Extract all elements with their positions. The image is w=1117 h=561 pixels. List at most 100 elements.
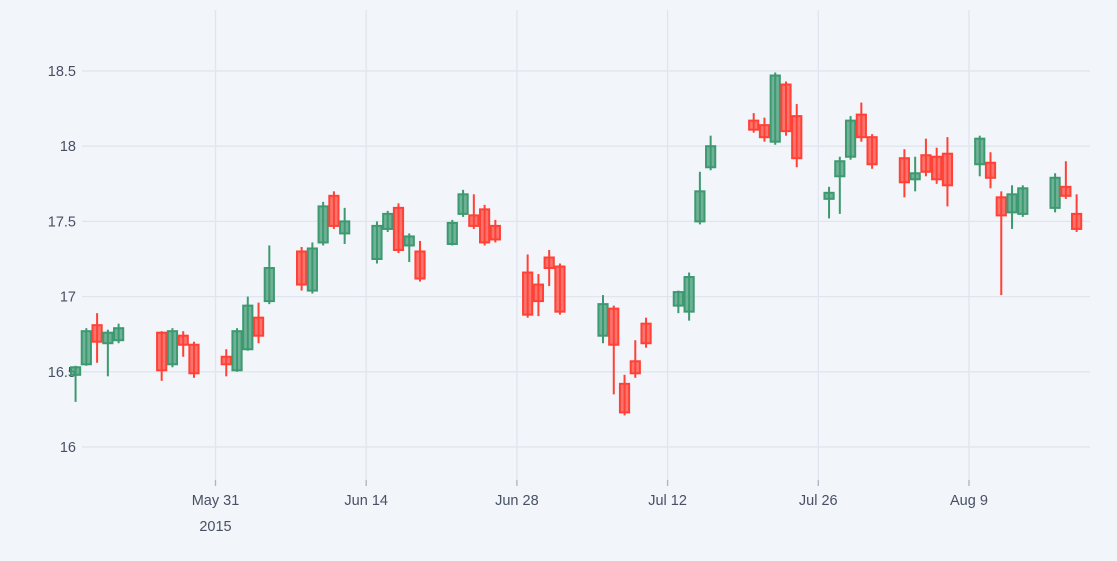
candle-2015-07-06 bbox=[597, 295, 609, 344]
candle-body bbox=[532, 283, 545, 303]
candle-2015-08-06 bbox=[931, 147, 943, 184]
candle-body bbox=[242, 304, 254, 351]
candle-2015-05-29 bbox=[188, 341, 200, 378]
candle-body bbox=[780, 83, 792, 133]
candle-body bbox=[1006, 193, 1018, 214]
candle-body bbox=[597, 303, 609, 337]
candle-2015-08-14 bbox=[1017, 185, 1029, 217]
candle-body bbox=[296, 250, 308, 286]
candle-body bbox=[328, 194, 340, 227]
candle-body bbox=[995, 196, 1007, 217]
candle-2015-08-10 bbox=[974, 135, 986, 177]
candle-2015-05-18 bbox=[69, 365, 82, 402]
candle-2015-07-01 bbox=[543, 249, 555, 287]
candle-2015-06-10 bbox=[317, 201, 329, 246]
candle-body bbox=[156, 331, 168, 372]
candle-2015-05-26 bbox=[156, 331, 168, 381]
candle-body bbox=[263, 267, 275, 303]
candle-body bbox=[554, 265, 566, 313]
candle-2015-05-22 bbox=[113, 323, 125, 344]
candle-body bbox=[177, 334, 189, 346]
candle-2015-06-23 bbox=[457, 189, 469, 217]
candle-body bbox=[457, 193, 469, 215]
candle-body bbox=[91, 324, 103, 343]
candle-body bbox=[1060, 185, 1072, 197]
candle-2015-06-15 bbox=[371, 221, 383, 264]
candle-body bbox=[898, 157, 910, 184]
candle-body bbox=[306, 247, 318, 292]
y-axis-tick-label: 18.5 bbox=[48, 64, 76, 80]
candle-2015-07-16 bbox=[705, 135, 717, 171]
candle-2015-07-22 bbox=[769, 72, 781, 145]
candle-2015-05-28 bbox=[177, 331, 189, 357]
candle-body bbox=[188, 343, 200, 375]
candle-body bbox=[920, 154, 932, 173]
candle-body bbox=[941, 152, 954, 187]
candle-body bbox=[705, 145, 717, 169]
candle-body bbox=[468, 214, 480, 227]
candle-body bbox=[446, 221, 458, 245]
candle-body bbox=[543, 256, 555, 270]
candle-body bbox=[69, 366, 82, 376]
candle-2015-06-24 bbox=[468, 194, 480, 229]
candle-2015-07-08 bbox=[618, 374, 631, 416]
candle-2015-07-10 bbox=[640, 317, 652, 348]
candle-2015-08-13 bbox=[1006, 185, 1018, 229]
candle-2015-07-28 bbox=[834, 156, 846, 214]
candle-body bbox=[102, 331, 114, 345]
x-axis-tick-sublabel: 2015 bbox=[199, 519, 231, 535]
candle-body bbox=[834, 160, 846, 178]
candle-2015-08-17 bbox=[1049, 173, 1061, 213]
x-axis-tick-label: Jun 28 bbox=[495, 493, 539, 509]
y-axis-tick-label: 18 bbox=[60, 139, 76, 155]
candle-body bbox=[758, 124, 771, 139]
y-axis-tick-label: 16 bbox=[60, 440, 76, 456]
candle-body bbox=[974, 137, 986, 166]
candle-2015-07-30 bbox=[855, 102, 867, 142]
candle-body bbox=[844, 119, 857, 158]
candle-body bbox=[866, 136, 878, 166]
x-axis-tick-label: Jun 14 bbox=[344, 493, 388, 509]
candle-2015-07-21 bbox=[758, 117, 771, 142]
candle-2015-08-03 bbox=[898, 149, 910, 198]
candle-body bbox=[479, 208, 491, 244]
candle-2015-05-20 bbox=[91, 313, 103, 363]
candle-2015-05-19 bbox=[80, 328, 92, 366]
candle-body bbox=[317, 205, 329, 244]
candle-2015-06-16 bbox=[382, 210, 394, 232]
x-axis-tick-label: May 31 bbox=[192, 493, 240, 509]
candle-2015-07-31 bbox=[866, 134, 878, 169]
candle-2015-07-20 bbox=[748, 113, 760, 133]
y-axis-tick-label: 17.5 bbox=[48, 214, 76, 230]
candle-body bbox=[683, 276, 695, 313]
candle-body bbox=[252, 316, 265, 337]
candle-2015-06-17 bbox=[392, 203, 405, 253]
candle-2015-08-11 bbox=[984, 152, 997, 189]
candle-body bbox=[220, 355, 232, 366]
candle-body bbox=[339, 220, 351, 235]
candle-2015-06-12 bbox=[339, 207, 351, 244]
candle-body bbox=[231, 330, 243, 372]
candle-2015-07-23 bbox=[780, 81, 792, 136]
x-axis-tick-label: Jul 26 bbox=[799, 493, 838, 509]
candle-2015-06-26 bbox=[489, 219, 501, 243]
candle-2015-06-22 bbox=[446, 219, 458, 246]
candle-2015-08-18 bbox=[1060, 161, 1072, 199]
candle-2015-05-21 bbox=[102, 329, 114, 377]
candle-body bbox=[618, 382, 631, 414]
candle-body bbox=[1071, 212, 1083, 230]
candle-2015-06-03 bbox=[242, 296, 254, 351]
candle-body bbox=[640, 322, 652, 345]
candle-2015-08-12 bbox=[995, 191, 1007, 296]
candle-body bbox=[414, 250, 426, 280]
candle-2015-05-27 bbox=[166, 328, 179, 368]
plot-drag-area[interactable] bbox=[82, 10, 1090, 480]
candle-2015-06-25 bbox=[479, 204, 491, 246]
candle-2015-06-29 bbox=[522, 254, 534, 318]
candle-body bbox=[1017, 187, 1029, 215]
candle-2015-06-18 bbox=[403, 233, 415, 263]
candle-2015-08-19 bbox=[1071, 194, 1083, 232]
candle-2015-07-27 bbox=[823, 186, 835, 219]
